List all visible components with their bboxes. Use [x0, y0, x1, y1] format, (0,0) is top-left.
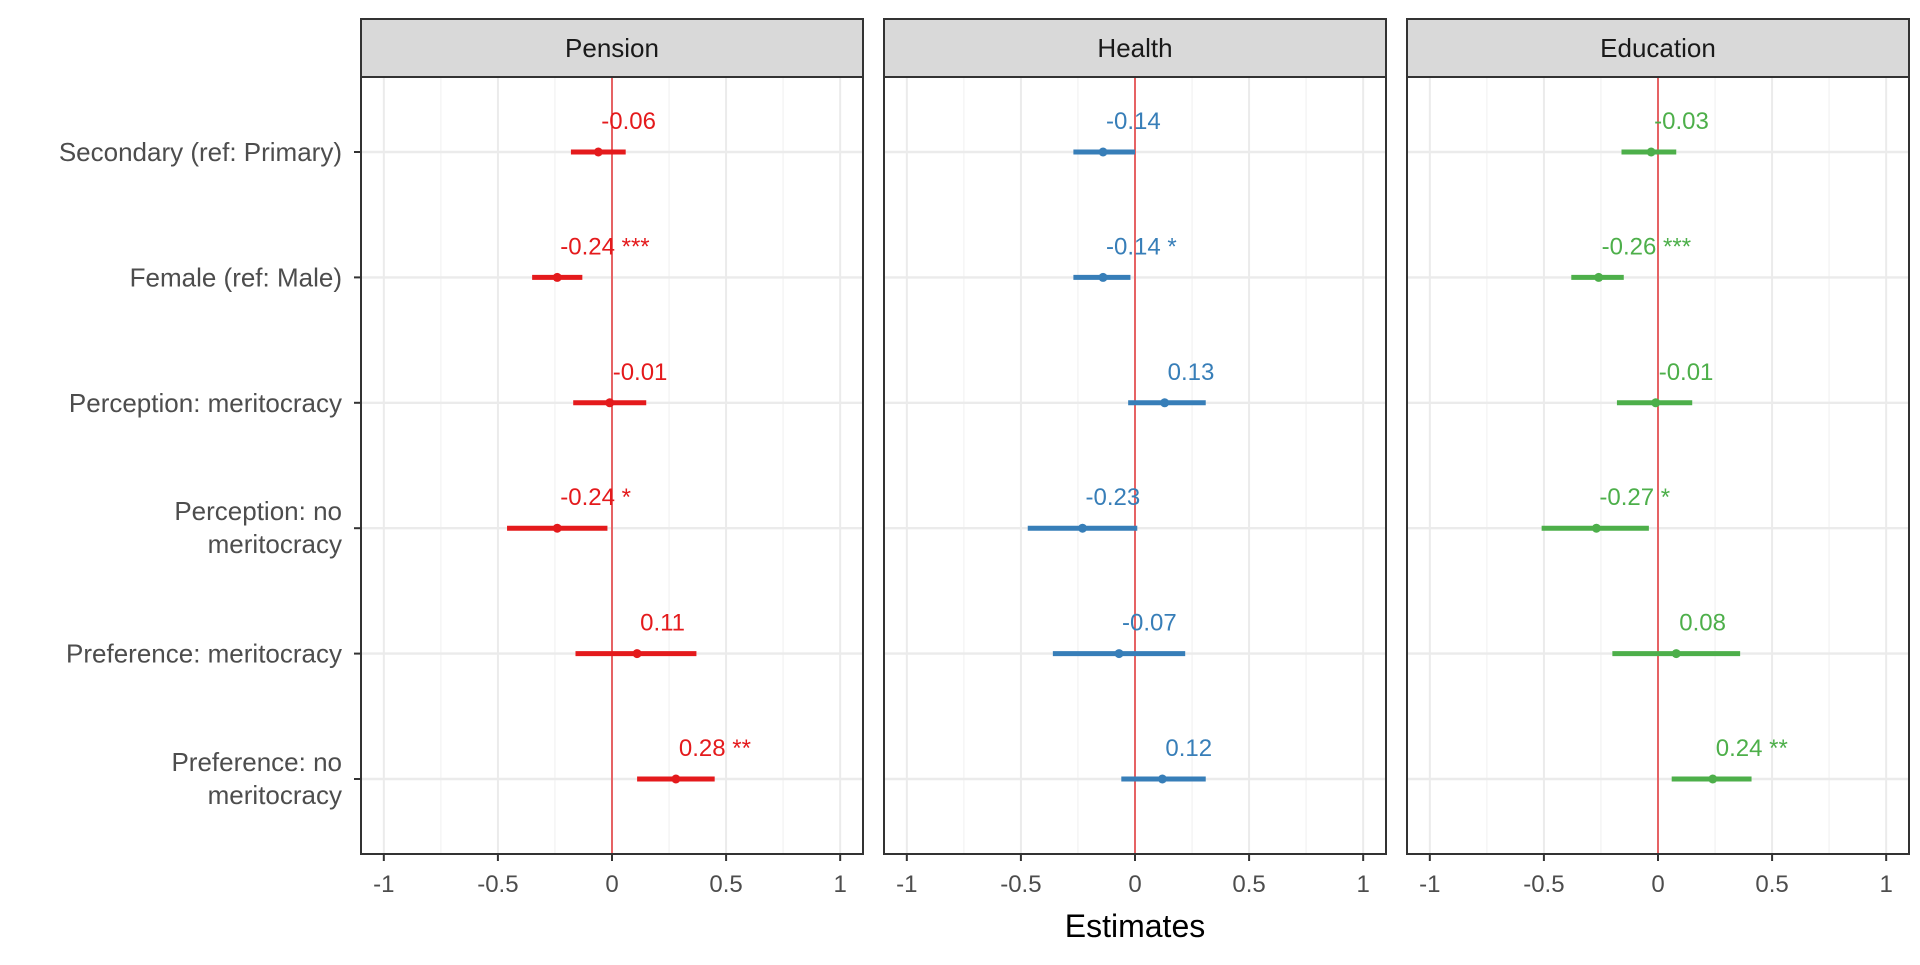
- pension-facet-title: Pension: [565, 33, 659, 63]
- y-category-label: Perception: meritocracy: [69, 388, 342, 418]
- health-estimate-label: -0.07: [1122, 610, 1177, 637]
- education-facet-strip: [1406, 18, 1910, 78]
- pension-x-tick-label: 1: [834, 871, 847, 898]
- education-facet-title: Education: [1600, 33, 1716, 63]
- health-estimate-point: [1078, 523, 1088, 533]
- pension-estimate-label: -0.24 ***: [560, 233, 649, 260]
- education-estimate-point: [1646, 147, 1656, 157]
- health-estimate-point: [1114, 649, 1124, 659]
- pension-x-tick-label: 0: [605, 871, 618, 898]
- pension-facet-strip: [360, 18, 864, 78]
- education-estimate-label: 0.08: [1679, 610, 1726, 637]
- health-facet-title: Health: [1097, 33, 1172, 63]
- health-estimate-label: -0.14 *: [1106, 233, 1177, 260]
- health-estimate-label: 0.12: [1165, 735, 1212, 762]
- education-estimate-label: 0.24 **: [1716, 735, 1788, 762]
- health-estimate-point: [1157, 774, 1167, 784]
- health-x-tick-label: -0.5: [1000, 871, 1041, 898]
- education-estimate-point: [1591, 523, 1601, 533]
- health-x-tick-label: 1: [1357, 871, 1370, 898]
- education-x-tick-label: -1: [1419, 871, 1440, 898]
- health-x-tick-label: 0.5: [1232, 871, 1265, 898]
- health-estimate-label: -0.23: [1086, 484, 1141, 511]
- health-estimate-point: [1098, 147, 1108, 157]
- education-x-tick-label: -0.5: [1523, 871, 1564, 898]
- pension-estimate-point: [593, 147, 603, 157]
- health-estimate-label: 0.13: [1168, 359, 1215, 386]
- y-category-label-line2: meritocracy: [208, 529, 342, 559]
- y-category-label: Female (ref: Male): [130, 262, 342, 292]
- pension-x-tick-label: -0.5: [477, 871, 518, 898]
- health-estimate-point: [1160, 398, 1170, 408]
- education-estimate-label: -0.03: [1654, 108, 1709, 135]
- y-category-label-line2: meritocracy: [208, 780, 342, 810]
- education-estimate-point: [1651, 398, 1661, 408]
- x-axis-title: Estimates: [1065, 908, 1205, 944]
- education-estimate-point: [1708, 774, 1718, 784]
- pension-estimate-point: [552, 523, 562, 533]
- health-x-tick-label: -1: [896, 871, 917, 898]
- health-estimate-point: [1098, 272, 1108, 282]
- education-x-tick-label: 0.5: [1755, 871, 1788, 898]
- education-x-tick-label: 1: [1880, 871, 1893, 898]
- health-x-tick-label: 0: [1128, 871, 1141, 898]
- pension-estimate-label: -0.01: [613, 359, 668, 386]
- pension-x-tick-label: -1: [373, 871, 394, 898]
- y-category-label: Preference: meritocracy: [66, 639, 342, 669]
- pension-estimate-label: 0.11: [640, 610, 685, 637]
- education-estimate-point: [1594, 272, 1604, 282]
- pension-estimate-label: -0.24 *: [560, 484, 631, 511]
- education-x-tick-label: 0: [1651, 871, 1664, 898]
- pension-estimate-point: [552, 272, 562, 282]
- health-facet-strip: [883, 18, 1387, 78]
- y-category-label-line1: Perception: no: [174, 496, 342, 526]
- education-estimate-label: -0.01: [1659, 359, 1714, 386]
- y-category-label: Secondary (ref: Primary): [59, 137, 342, 167]
- pension-estimate-point: [671, 774, 681, 784]
- pension-estimate-label: -0.06: [601, 108, 656, 135]
- pension-estimate-label: 0.28 **: [679, 735, 751, 762]
- health-estimate-label: -0.14: [1106, 108, 1161, 135]
- education-estimate-point: [1671, 649, 1681, 659]
- pension-x-tick-label: 0.5: [709, 871, 742, 898]
- pension-estimate-point: [605, 398, 615, 408]
- education-estimate-label: -0.27 *: [1599, 484, 1670, 511]
- education-estimate-label: -0.26 ***: [1602, 233, 1691, 260]
- pension-estimate-point: [632, 649, 642, 659]
- y-category-label-line1: Preference: no: [171, 747, 342, 777]
